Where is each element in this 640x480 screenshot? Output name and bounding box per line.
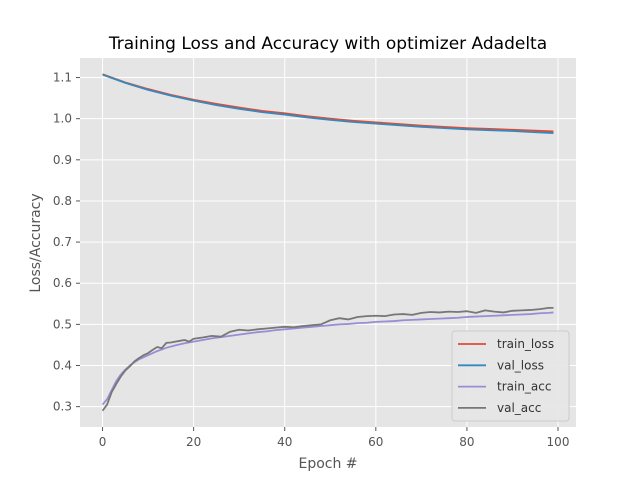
series-lines	[101, 73, 554, 412]
x-tick-label: 20	[186, 435, 201, 449]
legend-label-val-loss: val_loss	[497, 358, 544, 372]
x-tick-label: 100	[547, 435, 570, 449]
chart-title: Training Loss and Accuracy with optimize…	[108, 34, 547, 54]
y-tick-label: 0.8	[53, 194, 72, 208]
y-tick-label: 0.9	[53, 153, 72, 167]
legend-label-val-acc: val_acc	[497, 401, 541, 415]
x-axis-ticks: 0 20 40 60 80 100	[99, 427, 570, 449]
y-tick-label: 0.3	[53, 400, 72, 414]
y-tick-label: 0.6	[53, 276, 72, 290]
x-tick-label: 60	[368, 435, 383, 449]
x-tick-label: 0	[99, 435, 107, 449]
series-line-val-acc	[101, 307, 554, 412]
y-axis-label: Loss/Accuracy	[28, 193, 44, 292]
y-tick-label: 0.5	[53, 317, 72, 331]
y-axis-ticks: 0.3 0.4 0.5 0.6 0.7 0.8 0.9 1.0 1.1	[53, 71, 80, 414]
legend-label-train-acc: train_acc	[497, 380, 551, 394]
x-tick-label: 40	[277, 435, 292, 449]
y-tick-label: 0.7	[53, 235, 72, 249]
legend-box	[451, 330, 570, 422]
x-axis-label: Epoch #	[298, 456, 357, 472]
y-tick-label: 0.4	[53, 359, 72, 373]
legend-label-train-loss: train_loss	[497, 337, 554, 351]
y-tick-label: 1.0	[53, 112, 72, 126]
series-line-val-loss	[102, 73, 554, 134]
legend: train_loss val_loss train_acc val_acc	[451, 330, 570, 422]
series-line-train-acc	[101, 311, 554, 406]
y-tick-label: 1.1	[53, 71, 72, 85]
x-tick-label: 80	[459, 435, 474, 449]
